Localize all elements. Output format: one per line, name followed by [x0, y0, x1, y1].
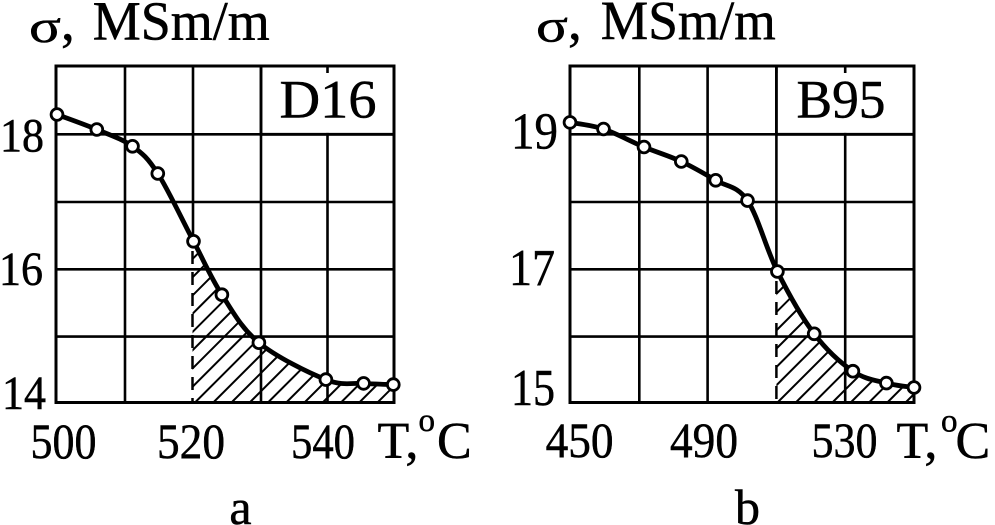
svg-text:B95: B95 [797, 70, 886, 130]
svg-text:18: 18 [0, 110, 44, 163]
svg-text:520: 520 [157, 413, 225, 469]
svg-text:T,: T, [378, 413, 419, 470]
svg-text:500: 500 [31, 413, 97, 469]
svg-text:19: 19 [511, 104, 558, 161]
svg-text:C: C [437, 413, 472, 470]
svg-text:σ,MSm/m: σ, MSm/m [29, 0, 270, 53]
svg-text:450: 450 [546, 412, 614, 468]
svg-text:D16: D16 [280, 70, 377, 130]
svg-text:15: 15 [511, 360, 555, 417]
svg-text:b: b [735, 479, 760, 525]
svg-text:490: 490 [670, 412, 738, 468]
svg-text:540: 540 [291, 413, 355, 469]
svg-text:16: 16 [0, 243, 43, 296]
svg-text:14: 14 [2, 367, 46, 420]
svg-text:σ,MSm/m: σ, MSm/m [536, 0, 776, 53]
svg-text:530: 530 [812, 412, 878, 468]
svg-text:o: o [941, 404, 958, 440]
svg-text:T,: T, [897, 413, 938, 470]
svg-text:17: 17 [509, 240, 555, 297]
svg-text:a: a [229, 479, 251, 525]
svg-text:C: C [956, 413, 991, 470]
svg-text:o: o [419, 403, 436, 439]
